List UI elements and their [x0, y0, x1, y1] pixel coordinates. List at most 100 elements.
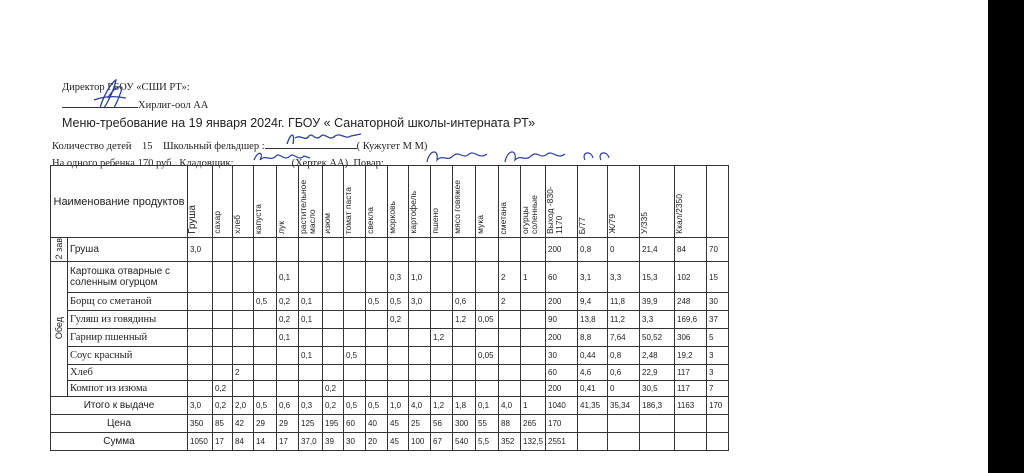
column-header-cell: Выход -830-1170: [545, 165, 579, 238]
value-cell: [430, 364, 453, 382]
summary-cell: 1040: [545, 396, 579, 416]
summary-cell: 85: [212, 414, 233, 434]
summary-cell: 20: [365, 432, 388, 452]
value-cell: 84: [674, 236, 708, 263]
column-header: У/335: [639, 212, 650, 234]
value-cell: 39,9: [639, 292, 676, 312]
value-cell: 200: [545, 328, 579, 348]
value-cell: 30,5: [639, 380, 676, 398]
summary-cell: 0,1: [475, 396, 499, 416]
value-cell: [387, 328, 409, 348]
storekeeper-signature: [253, 152, 311, 161]
value-cell: 0,2: [212, 380, 233, 398]
value-cell: [253, 261, 277, 294]
column-header-cell: У/335: [639, 165, 676, 238]
value-cell: 3: [706, 346, 730, 366]
value-cell: 4,6: [577, 364, 609, 382]
value-cell: [232, 261, 254, 294]
value-cell: [365, 236, 388, 263]
value-cell: [430, 380, 453, 398]
value-cell: [519, 364, 547, 382]
summary-cell: 1,0: [387, 396, 409, 416]
value-cell: [408, 380, 431, 398]
meal-group-lunch: Обед: [50, 261, 68, 398]
value-cell: [253, 310, 277, 330]
value-cell: 22,9: [639, 364, 676, 382]
value-cell: 15,3: [639, 261, 676, 294]
column-header: сахар: [212, 211, 223, 234]
value-cell: 0,5: [387, 292, 409, 312]
dish-name: Гарнир пшенный: [67, 328, 188, 348]
value-cell: [298, 261, 323, 294]
summary-cell: 352: [498, 432, 521, 452]
value-cell: 3,3: [639, 310, 676, 330]
value-cell: [519, 310, 547, 330]
value-cell: [232, 346, 254, 366]
summary-cell: 60: [343, 414, 366, 434]
summary-cell: 40: [365, 414, 388, 434]
value-cell: [232, 310, 254, 330]
table-row: Гарнир пшенный 0,1 1,2 200 8,8 7,64 50,52 306 5: [51, 328, 730, 348]
value-cell: 1,2: [452, 310, 476, 330]
summary-cell: [639, 414, 676, 434]
value-cell: [408, 346, 431, 366]
column-header: капуста: [253, 203, 264, 234]
value-cell: [475, 261, 499, 294]
value-cell: 30: [706, 292, 730, 312]
column-header-cell: Ж/79: [607, 165, 641, 238]
summary-label: Сумма: [50, 432, 188, 452]
column-header: сметана: [498, 201, 509, 235]
value-cell: [276, 236, 299, 263]
value-cell: [187, 310, 213, 330]
table-row: Хлеб 2 60 4,6 0,6 22,9 117 3: [51, 364, 730, 382]
value-cell: [276, 380, 299, 398]
value-cell: [498, 236, 521, 263]
column-header-cell: изюм: [322, 165, 344, 238]
column-header-cell: сахар: [212, 165, 233, 238]
summary-cell: 300: [452, 414, 476, 434]
value-cell: 248: [674, 292, 708, 312]
value-cell: [475, 236, 499, 263]
value-cell: [430, 292, 453, 312]
summary-cell: [674, 414, 708, 434]
summary-cell: 1,8: [452, 396, 476, 416]
summary-cell: [607, 414, 641, 434]
summary-cell: 17: [212, 432, 233, 452]
summary-cell: 4,0: [408, 396, 431, 416]
value-cell: [498, 346, 521, 366]
column-header-cell: Груша: [187, 165, 213, 238]
value-cell: 3: [706, 364, 730, 382]
table-row: Обед Картошка отварные с соленным огурцом…: [50, 261, 730, 398]
table-row: Соус красный 0,1 0,5 0,05 30 0,44 0,8 2,48 19,2 3: [51, 346, 730, 366]
value-cell: 0,2: [387, 310, 409, 330]
value-cell: 3,1: [577, 261, 609, 294]
summary-cell: 56: [430, 414, 453, 434]
value-cell: 200: [545, 236, 579, 263]
summary-label: Итого к выдаче: [50, 396, 188, 416]
value-cell: [343, 380, 366, 398]
column-header: хлеб: [232, 215, 243, 234]
summary-cell: 29: [276, 414, 299, 434]
summary-cell: 35,34: [607, 396, 641, 416]
value-cell: [276, 346, 299, 366]
value-cell: 0: [607, 236, 641, 263]
summary-cell: 1163: [674, 396, 708, 416]
value-cell: 5: [706, 328, 730, 348]
value-cell: 11,2: [607, 310, 641, 330]
director-label: Директор ГБОУ «СШИ РТ»:: [62, 82, 190, 93]
summary-cell: 88: [498, 414, 521, 434]
summary-cell: 45: [387, 432, 409, 452]
value-cell: [298, 236, 323, 263]
value-cell: 0,44: [577, 346, 609, 366]
value-cell: [343, 328, 366, 348]
menu-requirement-table: Наименование продуктов Груша сахар хлеб капу…: [50, 165, 730, 452]
dish-name: Гуляш из говядины: [67, 310, 188, 330]
value-cell: 3,0: [187, 236, 213, 263]
value-cell: 0,1: [276, 328, 299, 348]
summary-cell: 45: [387, 414, 409, 434]
column-header-cell: огурцы соленные: [519, 165, 547, 238]
value-cell: 0,5: [253, 292, 277, 312]
children-label: Количество детей: [52, 141, 132, 152]
summary-cell: 41,35: [577, 396, 609, 416]
summary-cell: 25: [408, 414, 431, 434]
